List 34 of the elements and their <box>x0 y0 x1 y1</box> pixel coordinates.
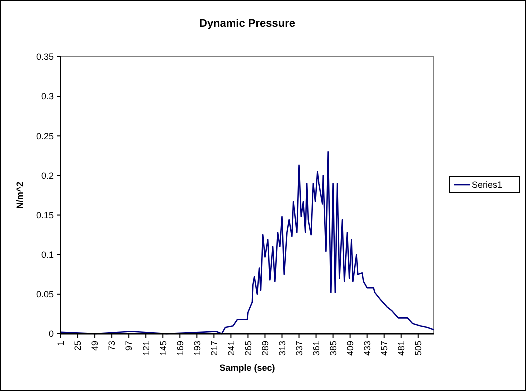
x-tick-label: 25 <box>73 341 84 352</box>
x-tick-label: 289 <box>260 341 270 356</box>
y-axis-title: N/m^2 <box>15 182 26 210</box>
y-tick-label: 0.25 <box>36 131 54 142</box>
x-tick-label: 337 <box>294 341 304 356</box>
y-tick-label: 0.1 <box>41 250 54 260</box>
x-tick-label: 145 <box>158 341 168 356</box>
x-tick-label: 265 <box>243 341 254 356</box>
x-tick-label: 97 <box>124 341 134 352</box>
x-tick-label: 385 <box>328 341 338 356</box>
x-tick-label: 193 <box>192 341 202 356</box>
x-tick-label: 241 <box>226 341 236 356</box>
x-tick-label: 481 <box>396 341 407 356</box>
x-tick-label: 49 <box>90 341 100 352</box>
x-tick-label: 361 <box>311 341 322 356</box>
x-tick-label: 217 <box>209 341 220 356</box>
x-axis-title: Sample (sec) <box>220 363 276 373</box>
y-tick-label: 0.35 <box>36 52 54 62</box>
x-tick-label: 409 <box>345 341 356 356</box>
x-tick-label: 433 <box>362 341 372 356</box>
y-tick-label: 0.05 <box>36 290 54 300</box>
x-tick-label: 121 <box>141 341 152 356</box>
y-tick-label: 0 <box>48 329 54 340</box>
y-tick-label: 0.3 <box>41 92 54 102</box>
y-tick-label: 0.15 <box>36 210 54 220</box>
x-tick-label: 457 <box>380 341 390 356</box>
x-tick-label: 73 <box>107 341 118 352</box>
x-tick-label: 313 <box>277 341 288 356</box>
x-tick-label: 169 <box>175 341 186 356</box>
legend-label: Series1 <box>472 180 503 190</box>
x-tick-label: 505 <box>414 341 424 356</box>
y-tick-label: 0.2 <box>41 170 54 181</box>
x-tick-label: 1 <box>56 341 66 346</box>
chart-title: Dynamic Pressure <box>200 18 296 30</box>
